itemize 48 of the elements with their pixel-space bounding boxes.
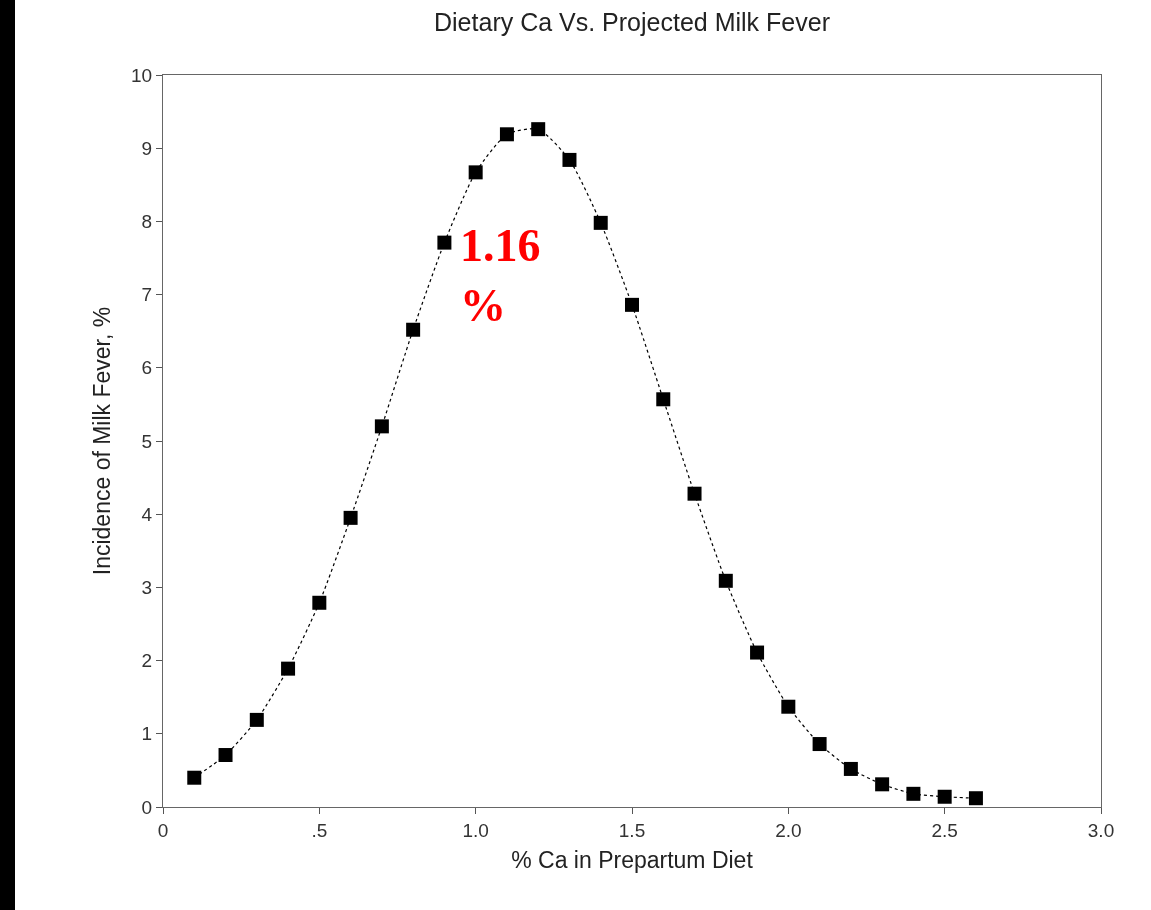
x-tick-label: .5 <box>311 819 328 841</box>
y-tick-label: 5 <box>141 430 153 452</box>
point <box>906 786 921 801</box>
x-tick-label: 0 <box>157 819 169 841</box>
x-tick-label: 2.5 <box>931 819 958 841</box>
point <box>937 789 952 804</box>
point <box>437 235 452 250</box>
point <box>843 761 858 776</box>
x-tick-label: 1.5 <box>618 819 646 841</box>
x-axis-title: % Ca in Prepartum Diet <box>511 847 754 874</box>
point <box>249 712 264 727</box>
x-tick-label: 1.0 <box>462 819 489 841</box>
point <box>374 419 389 434</box>
point <box>468 165 483 180</box>
point <box>531 122 546 137</box>
point <box>875 777 890 792</box>
point <box>406 322 421 337</box>
annotation: 1.16 % <box>460 220 541 331</box>
x-tick-label: 2.0 <box>775 819 802 841</box>
point <box>781 699 796 714</box>
y-tick-label: 9 <box>141 137 153 159</box>
y-tick-label: 8 <box>141 211 153 233</box>
point <box>687 486 702 501</box>
y-tick-label: 2 <box>141 650 153 672</box>
y-tick-label: 6 <box>141 357 153 379</box>
point <box>218 748 233 763</box>
point <box>312 595 327 610</box>
point <box>499 127 514 142</box>
point <box>593 215 608 230</box>
y-tick-label: 7 <box>141 284 153 306</box>
point <box>343 510 358 525</box>
y-tick-label: 4 <box>141 503 153 525</box>
y-tick-label: 1 <box>141 723 153 745</box>
y-tick-label: 3 <box>141 577 153 599</box>
y-tick-label: 0 <box>141 796 153 818</box>
x-tick-label: 3.0 <box>1087 819 1115 841</box>
y-axis-title: Incidence of Milk Fever, % <box>88 306 115 576</box>
point <box>968 791 983 806</box>
chart-title: Dietary Ca Vs. Projected Milk Fever <box>434 8 830 37</box>
point <box>656 392 671 407</box>
point <box>562 152 577 167</box>
point <box>812 737 827 752</box>
point <box>718 573 733 588</box>
point <box>187 770 202 785</box>
point <box>625 297 639 312</box>
point <box>750 645 765 660</box>
y-tick-label: 10 <box>131 64 153 86</box>
point <box>281 661 296 676</box>
